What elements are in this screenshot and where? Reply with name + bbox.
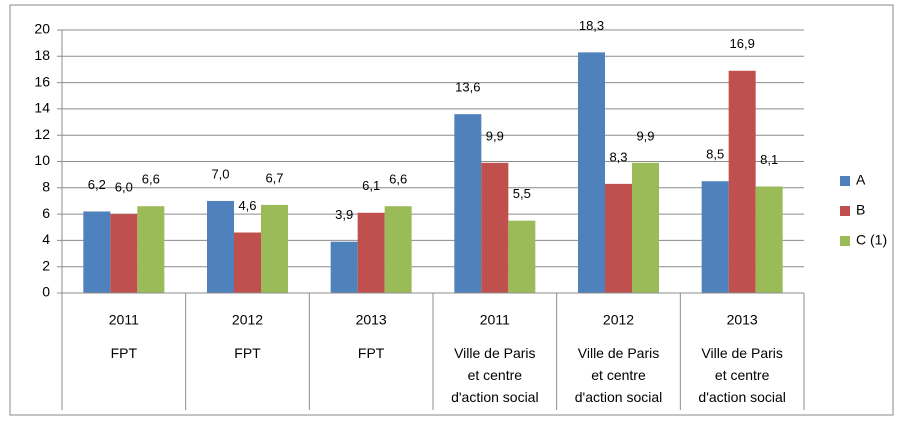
value-label: 4,6 [238, 198, 256, 213]
value-label: 8,1 [760, 152, 778, 167]
value-label: 3,9 [335, 207, 353, 222]
legend-swatch [840, 206, 850, 216]
bar [83, 211, 111, 293]
value-label: 9,9 [636, 128, 654, 143]
y-tick-label: 0 [42, 284, 50, 300]
value-label: 6,7 [265, 170, 283, 185]
y-tick-label: 12 [34, 126, 50, 142]
y-tick-label: 20 [34, 21, 50, 37]
legend-swatch [840, 176, 850, 186]
bar [755, 186, 783, 293]
y-tick-label: 2 [42, 257, 50, 273]
value-label: 6,6 [142, 172, 160, 187]
value-label: 5,5 [513, 186, 531, 201]
value-label: 16,9 [730, 36, 755, 51]
value-label: 6,1 [362, 178, 380, 193]
bar [330, 241, 358, 293]
category-group-label: Ville de Paris et centre d'action social [451, 345, 539, 405]
value-label: 8,3 [609, 149, 627, 164]
y-tick-label: 8 [42, 179, 50, 195]
y-tick-label: 18 [34, 47, 50, 63]
legend-label: A [856, 172, 866, 188]
value-label: 13,6 [455, 80, 480, 95]
y-tick-label: 16 [34, 73, 50, 89]
value-label: 9,9 [486, 128, 504, 143]
value-label: 8,5 [706, 147, 724, 162]
bar [110, 214, 138, 293]
x-tick-label: 2012 [232, 312, 263, 328]
legend-label: B [856, 202, 865, 218]
bar [261, 204, 288, 293]
y-tick-label: 10 [34, 152, 50, 168]
chart-border [9, 4, 894, 416]
bar [481, 162, 509, 293]
bar [137, 206, 165, 293]
value-label: 6,2 [88, 177, 106, 192]
x-tick-label: 2011 [480, 312, 510, 328]
bar [207, 200, 234, 293]
bar [578, 52, 605, 294]
bar [605, 183, 632, 293]
legend-label: C (1) [856, 232, 887, 248]
category-group-label: FPT [357, 345, 385, 361]
y-tick-label: 4 [42, 231, 50, 247]
bar [234, 232, 261, 293]
value-label: 6,6 [389, 172, 407, 187]
value-label: 6,0 [115, 180, 133, 195]
category-group-label: FPT [234, 345, 261, 361]
bar [728, 70, 756, 293]
legend-swatch [840, 236, 850, 246]
category-group-label: Ville de Paris et centre d'action social [574, 345, 663, 405]
category-group-label: FPT [110, 345, 138, 361]
y-tick-label: 14 [34, 100, 50, 116]
x-tick-label: 2011 [109, 312, 139, 328]
bar [454, 114, 482, 293]
y-tick-label: 6 [42, 205, 50, 221]
value-label: 18,3 [579, 18, 604, 33]
bar [508, 220, 536, 293]
bar [632, 162, 659, 293]
x-tick-label: 2013 [727, 312, 758, 328]
bar [701, 181, 729, 293]
category-group-label: Ville de Paris et centre d'action social [698, 345, 786, 405]
x-tick-label: 2013 [356, 312, 387, 328]
bar [357, 212, 385, 293]
bar [384, 206, 412, 293]
x-tick-label: 2012 [603, 312, 634, 328]
value-label: 7,0 [211, 166, 229, 181]
